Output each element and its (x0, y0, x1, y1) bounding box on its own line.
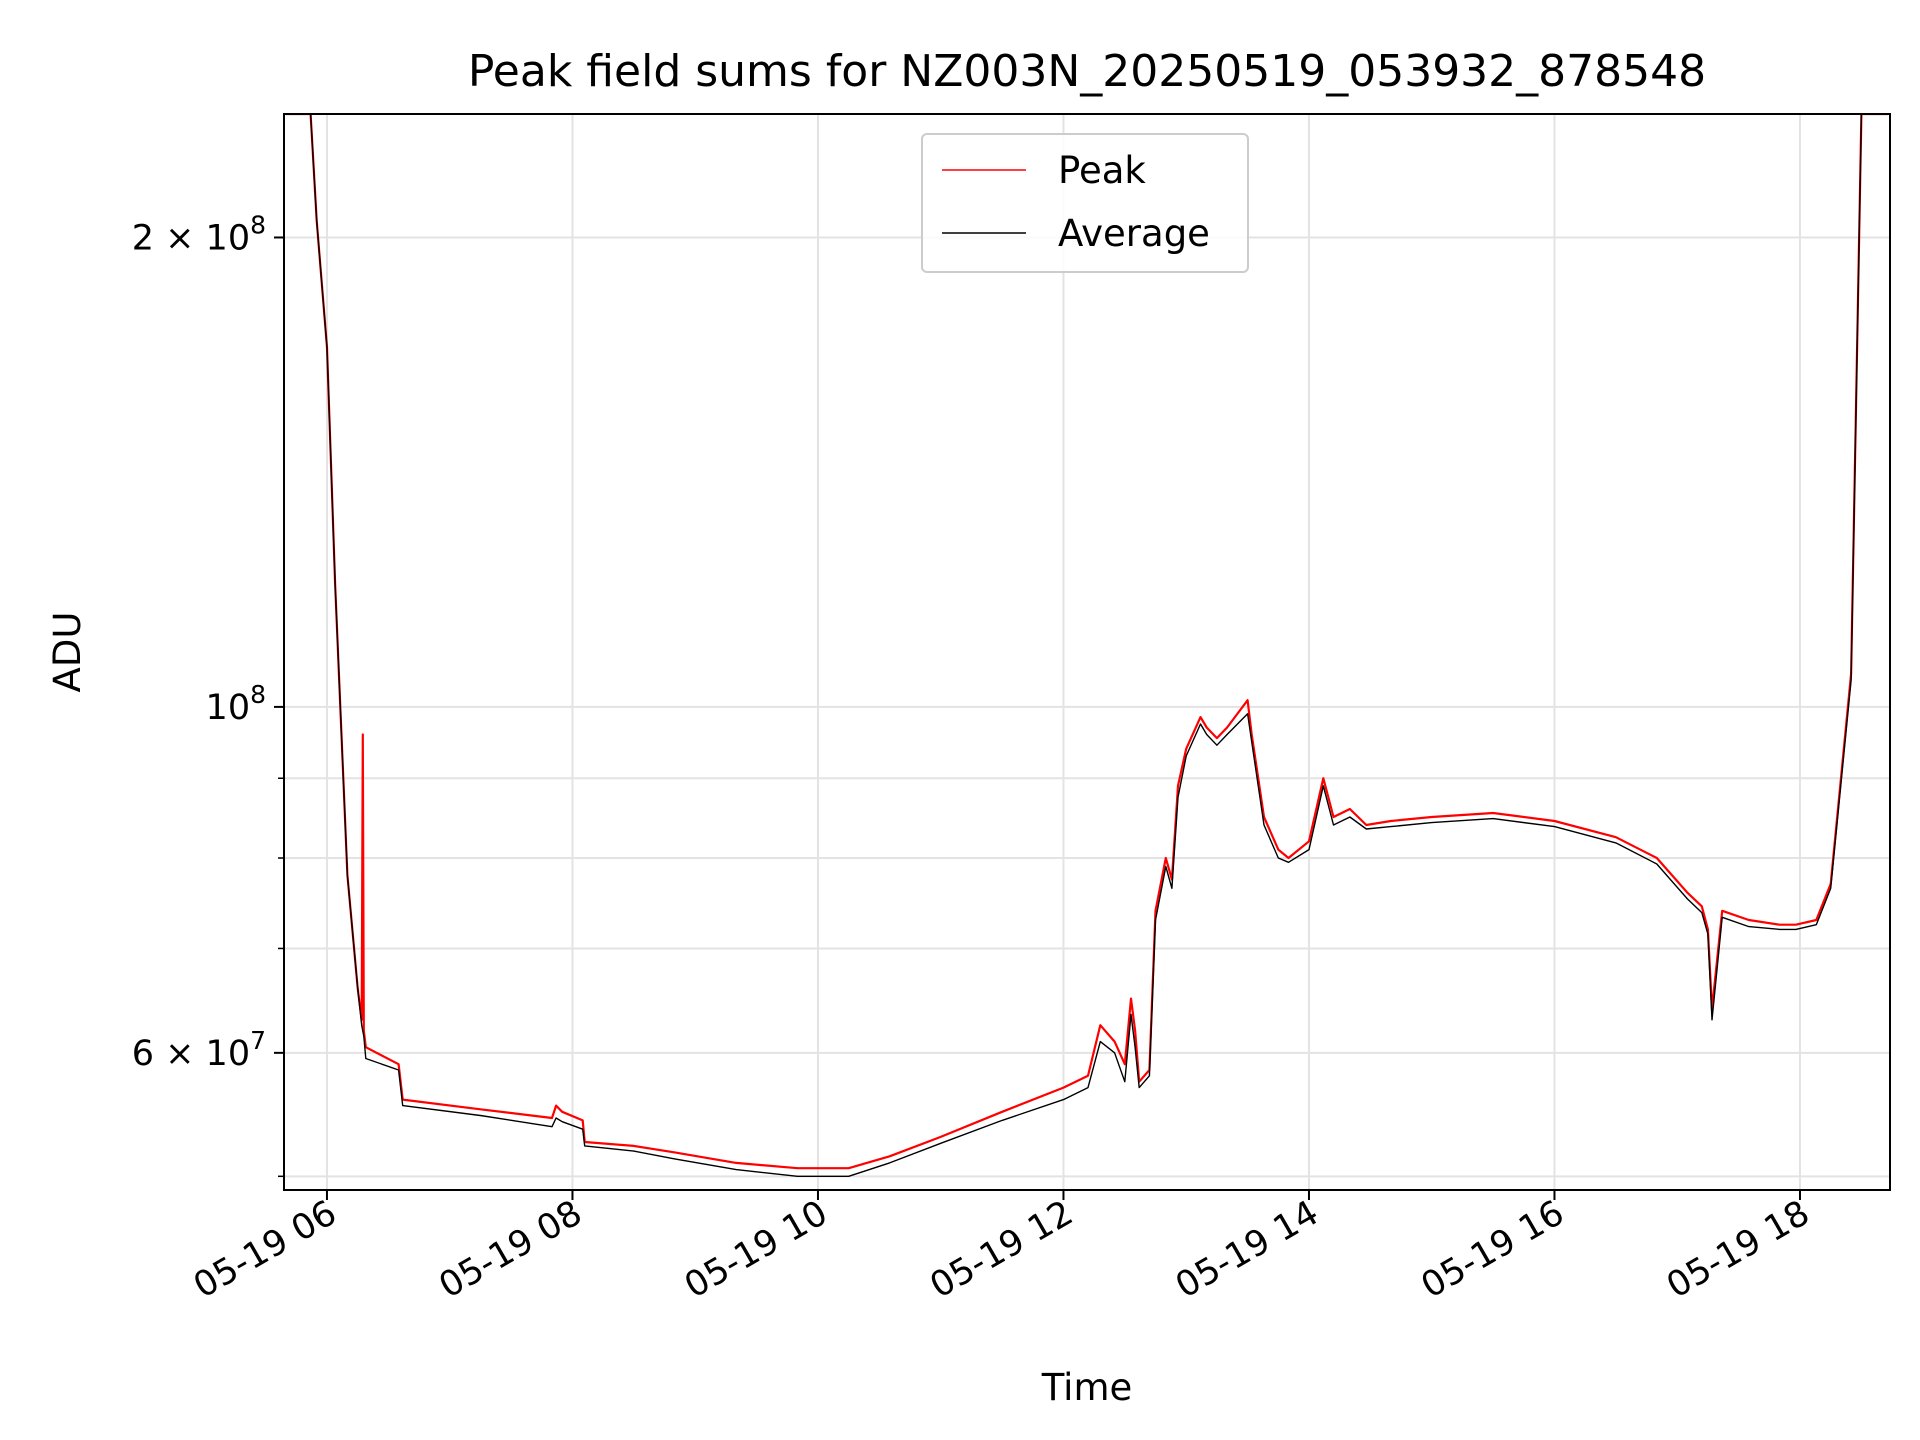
y-axis-title: ADU (46, 612, 89, 693)
series-line-average (286, 114, 1888, 1178)
legend-box (921, 133, 1249, 273)
y-tick-label: 108 (206, 680, 266, 728)
y-tick-label: 2 × 108 (132, 210, 266, 258)
plot-frame (283, 113, 1891, 1191)
legend-label-average: Average (1058, 212, 1210, 255)
legend-label-peak: Peak (1058, 149, 1146, 192)
series-layer (286, 114, 1888, 1178)
chart-title: Peak field sums for NZ003N_20250519_0539… (468, 46, 1706, 97)
x-axis-title: Time (1041, 1366, 1133, 1409)
y-tick-label: 6 × 107 (132, 1026, 266, 1074)
series-line-peak (286, 114, 1888, 1170)
legend: Peak Average (921, 133, 1249, 273)
y-axis: 6 × 107 108 2 × 108 (132, 210, 284, 1178)
